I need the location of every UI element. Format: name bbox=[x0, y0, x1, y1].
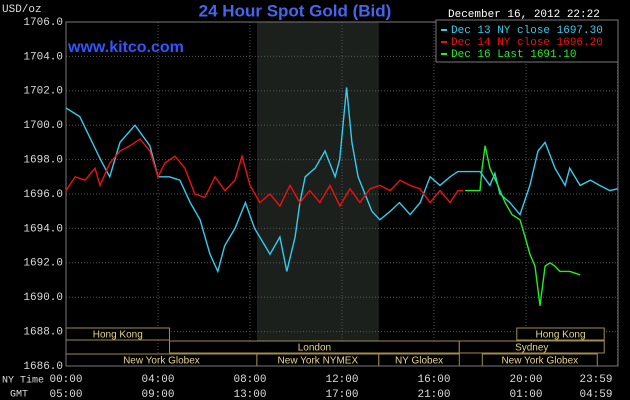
y-tick-label: 1688.0 bbox=[23, 327, 63, 339]
x2-axis-label: GMT bbox=[10, 390, 28, 400]
x-tick-label: 23:59 bbox=[579, 374, 612, 386]
session-label: New York Globex bbox=[501, 356, 578, 367]
x-tick-label: 08:00 bbox=[233, 374, 266, 386]
y-tick-label: 1686.0 bbox=[23, 361, 63, 373]
y-tick-label: 1692.0 bbox=[23, 258, 63, 270]
x-axis-label: NY Time bbox=[2, 375, 44, 387]
x2-tick-label: 05:00 bbox=[49, 389, 82, 400]
x2-tick-label: 13:00 bbox=[233, 389, 266, 400]
y-tick-label: 1698.0 bbox=[23, 155, 63, 167]
y-tick-label: 1700.0 bbox=[23, 120, 63, 132]
highlight-range bbox=[256, 22, 379, 366]
watermark: www.kitco.com bbox=[67, 39, 184, 56]
legend-entry: Dec 14 NY close 1696.20 bbox=[451, 37, 603, 49]
x2-tick-label: 17:00 bbox=[325, 389, 358, 400]
x2-tick-label: 01:00 bbox=[509, 389, 542, 400]
session-label: New York NYMEX bbox=[278, 356, 359, 367]
session-label: London bbox=[298, 343, 331, 354]
price-line bbox=[65, 138, 463, 208]
y-tick-label: 1704.0 bbox=[23, 51, 63, 63]
session-label: Hong Kong bbox=[535, 330, 585, 341]
price-line bbox=[465, 145, 581, 306]
y-tick-label: 1690.0 bbox=[23, 292, 63, 304]
session-label: NY Globex bbox=[395, 356, 443, 367]
y-axis-unit: USD/oz bbox=[2, 4, 42, 16]
session-label: Sydney bbox=[515, 343, 548, 354]
chart-title: 24 Hour Spot Gold (Bid) bbox=[199, 1, 392, 20]
price-line bbox=[65, 87, 618, 274]
session-label: Hong Kong bbox=[93, 330, 143, 341]
y-tick-label: 1696.0 bbox=[23, 189, 63, 201]
legend-box bbox=[435, 19, 619, 63]
plot-frame bbox=[65, 21, 619, 367]
x2-tick-label: 09:00 bbox=[141, 389, 174, 400]
x-tick-label: 16:00 bbox=[417, 374, 450, 386]
x-tick-label: 04:00 bbox=[141, 374, 174, 386]
x2-tick-label: 21:00 bbox=[417, 389, 450, 400]
legend-entry: Dec 13 NY close 1697.30 bbox=[451, 25, 603, 37]
session-label: New York Globex bbox=[123, 356, 200, 367]
legend-entry: Dec 16 Last 1691.10 bbox=[451, 49, 576, 61]
x2-tick-label: 04:59 bbox=[579, 389, 612, 400]
y-tick-label: 1702.0 bbox=[23, 86, 63, 98]
y-tick-label: 1694.0 bbox=[23, 223, 63, 235]
timestamp: December 16, 2012 22:22 bbox=[448, 9, 600, 21]
session-box bbox=[458, 340, 605, 354]
session-box bbox=[516, 327, 605, 341]
y-tick-label: 1706.0 bbox=[23, 17, 63, 29]
x-tick-label: 00:00 bbox=[49, 374, 82, 386]
x-tick-label: 20:00 bbox=[509, 374, 542, 386]
x-tick-label: 12:00 bbox=[325, 374, 358, 386]
